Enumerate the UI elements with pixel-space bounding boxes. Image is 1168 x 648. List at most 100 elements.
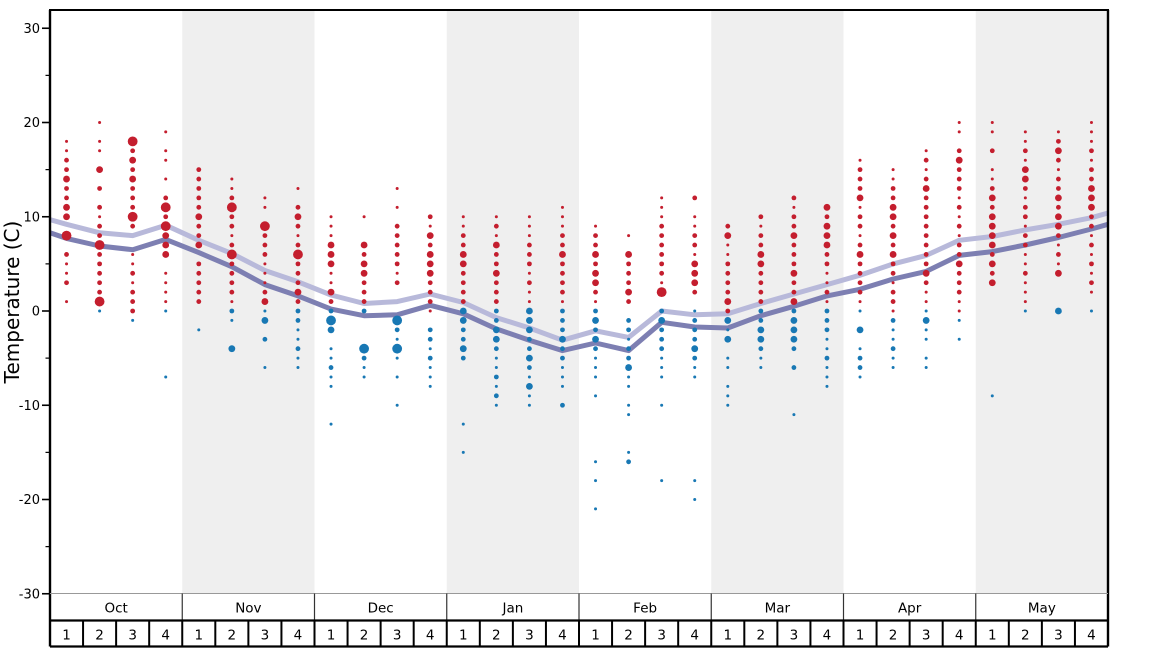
blue-temp-dot bbox=[659, 346, 665, 352]
blue-temp-dot bbox=[131, 318, 135, 322]
red-temp-dot bbox=[196, 280, 202, 286]
red-temp-dot bbox=[924, 300, 928, 304]
red-temp-dot bbox=[527, 224, 531, 228]
red-temp-dot bbox=[65, 300, 69, 304]
red-temp-dot bbox=[560, 289, 565, 295]
y-tick-label: 10 bbox=[23, 210, 40, 225]
red-temp-dot bbox=[989, 186, 995, 191]
red-temp-dot bbox=[97, 289, 102, 295]
red-temp-dot bbox=[956, 289, 962, 295]
red-temp-dot bbox=[426, 269, 434, 277]
red-temp-dot bbox=[65, 139, 69, 143]
red-temp-dot bbox=[229, 223, 235, 229]
red-temp-dot bbox=[460, 270, 466, 276]
red-temp-dot bbox=[164, 281, 168, 285]
red-temp-dot bbox=[890, 261, 896, 267]
blue-temp-dot bbox=[594, 460, 598, 464]
red-temp-dot bbox=[1089, 158, 1093, 162]
blue-temp-dot bbox=[494, 403, 498, 407]
red-temp-dot bbox=[989, 270, 995, 276]
red-temp-dot bbox=[164, 290, 168, 294]
red-temp-dot bbox=[1056, 157, 1061, 163]
red-temp-dot bbox=[130, 223, 136, 229]
week-number-label: 4 bbox=[1087, 628, 1096, 644]
month-label-dec: Dec bbox=[368, 601, 394, 617]
blue-temp-dot bbox=[990, 394, 994, 398]
red-temp-dot bbox=[891, 309, 895, 313]
red-temp-dot bbox=[129, 156, 137, 164]
blue-temp-dot bbox=[594, 356, 598, 360]
red-temp-dot bbox=[988, 194, 996, 202]
red-temp-dot bbox=[956, 252, 962, 257]
red-temp-dot bbox=[130, 270, 136, 276]
blue-temp-dot bbox=[560, 346, 565, 352]
red-temp-dot bbox=[757, 251, 765, 258]
blue-temp-dot bbox=[295, 346, 301, 352]
week-number-label: 2 bbox=[757, 628, 766, 644]
blue-temp-dot bbox=[758, 318, 764, 323]
blue-temp-dot bbox=[726, 328, 730, 332]
red-temp-dot bbox=[1088, 194, 1095, 202]
blue-temp-dot bbox=[461, 450, 465, 454]
red-temp-dot bbox=[426, 251, 434, 258]
red-temp-dot bbox=[923, 223, 929, 229]
red-temp-dot bbox=[196, 270, 202, 276]
blue-temp-dot bbox=[527, 346, 532, 352]
red-temp-dot bbox=[295, 223, 301, 229]
blue-temp-dot bbox=[296, 366, 300, 370]
red-temp-dot bbox=[825, 300, 829, 304]
red-temp-dot bbox=[196, 167, 202, 173]
red-temp-dot bbox=[725, 308, 731, 314]
red-temp-dot bbox=[692, 195, 698, 201]
blue-temp-dot bbox=[594, 375, 598, 379]
blue-temp-dot bbox=[627, 375, 631, 379]
red-temp-dot bbox=[361, 280, 367, 286]
blue-temp-dot bbox=[494, 384, 498, 388]
red-temp-dot bbox=[130, 167, 136, 173]
red-temp-dot bbox=[262, 289, 268, 295]
red-temp-dot bbox=[592, 269, 599, 277]
blue-temp-dot bbox=[791, 346, 797, 352]
red-temp-dot bbox=[459, 251, 467, 258]
red-temp-dot bbox=[229, 242, 235, 248]
red-temp-dot bbox=[1021, 175, 1029, 183]
blue-temp-dot bbox=[726, 356, 730, 360]
blue-temp-dot bbox=[527, 403, 531, 407]
red-temp-dot bbox=[857, 223, 863, 229]
red-temp-dot bbox=[527, 252, 532, 257]
y-tick-label: 20 bbox=[23, 116, 40, 131]
red-temp-dot bbox=[758, 214, 764, 220]
red-temp-dot bbox=[196, 299, 202, 304]
blue-temp-dot bbox=[890, 318, 896, 323]
red-temp-dot bbox=[98, 215, 102, 219]
red-temp-dot bbox=[1088, 203, 1095, 211]
red-temp-dot bbox=[957, 121, 961, 124]
red-temp-dot bbox=[427, 242, 433, 248]
red-temp-dot bbox=[395, 186, 399, 190]
red-temp-dot bbox=[127, 211, 138, 222]
blue-temp-dot bbox=[924, 309, 928, 313]
red-temp-dot bbox=[1023, 252, 1027, 256]
month-shade-band-jan bbox=[446, 10, 579, 594]
blue-temp-dot bbox=[659, 336, 665, 342]
red-temp-dot bbox=[956, 186, 962, 191]
red-temp-dot bbox=[460, 233, 466, 239]
red-temp-dot bbox=[329, 281, 333, 285]
red-temp-dot bbox=[592, 279, 599, 287]
red-temp-dot bbox=[889, 213, 897, 221]
red-temp-dot bbox=[988, 260, 996, 268]
red-temp-dot bbox=[230, 234, 234, 238]
red-temp-dot bbox=[1055, 213, 1062, 221]
red-temp-dot bbox=[229, 261, 235, 267]
blue-temp-dot bbox=[626, 327, 631, 333]
red-temp-dot bbox=[362, 215, 366, 219]
blue-temp-dot bbox=[492, 326, 500, 334]
red-temp-dot bbox=[626, 280, 631, 286]
red-temp-dot bbox=[559, 251, 566, 258]
week-number-label: 1 bbox=[591, 628, 600, 644]
red-temp-dot bbox=[856, 251, 864, 258]
red-temp-dot bbox=[891, 177, 895, 181]
red-temp-dot bbox=[824, 289, 830, 295]
red-temp-dot bbox=[725, 280, 731, 286]
red-temp-dot bbox=[1089, 176, 1094, 182]
